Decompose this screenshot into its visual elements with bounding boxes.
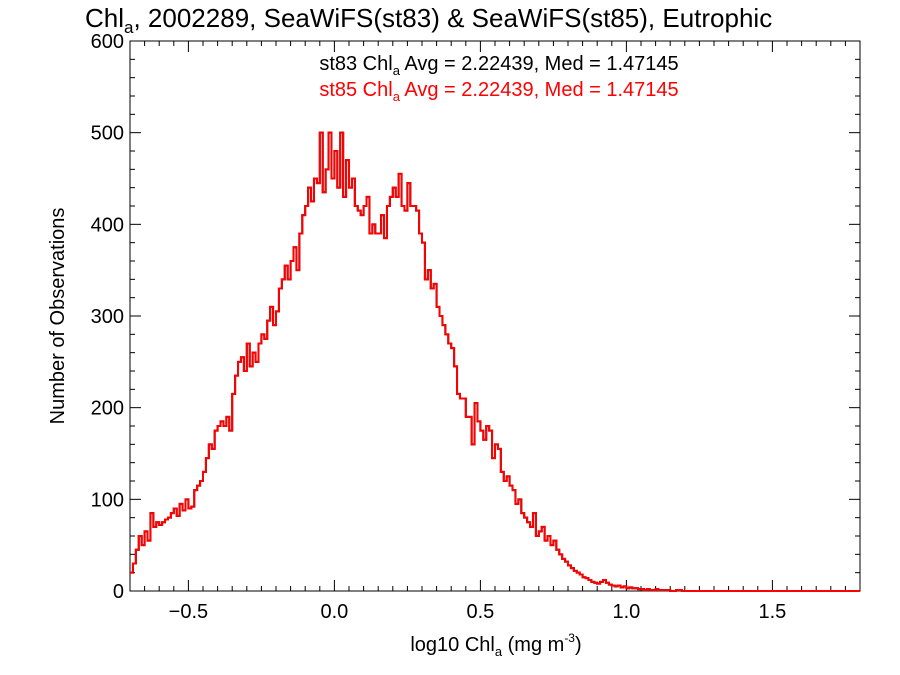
y-axis-label: Number of Observations: [47, 208, 69, 425]
st85-stats-annotation: st85 Chla Avg = 2.22439, Med = 1.47145: [319, 79, 678, 104]
st83-stats-annotation: st83 Chla Avg = 2.22439, Med = 1.47145: [319, 53, 678, 78]
y-tick-labels: 0 100 200 300 400 500 600: [91, 31, 124, 603]
y-tick-label: 500: [91, 123, 124, 145]
y-tick-label: 300: [91, 306, 124, 328]
y-tick-label: 200: [91, 398, 124, 420]
plot-frame: [129, 40, 861, 592]
y-tick-label: 0: [113, 581, 124, 603]
y-tick-label: 400: [91, 214, 124, 236]
y-tick-label: 100: [91, 489, 124, 511]
x-tick-labels: −0.5 0.0 0.5 1.0 1.5: [169, 601, 787, 623]
x-tick-label: 0.0: [320, 601, 348, 623]
x-tick-label: 0.5: [466, 601, 494, 623]
series-st85-histogram: [130, 131, 860, 592]
chart-title: Chla, 2002289, SeaWiFS(st83) & SeaWiFS(s…: [85, 3, 772, 37]
x-tick-label: −0.5: [169, 601, 208, 623]
x-tick-label: 1.0: [612, 601, 640, 623]
y-tick-label: 600: [91, 31, 124, 53]
x-tick-label: 1.5: [758, 601, 786, 623]
x-axis-label: log10 Chla (mg m-3): [410, 631, 581, 659]
axis-ticks: [129, 40, 861, 592]
